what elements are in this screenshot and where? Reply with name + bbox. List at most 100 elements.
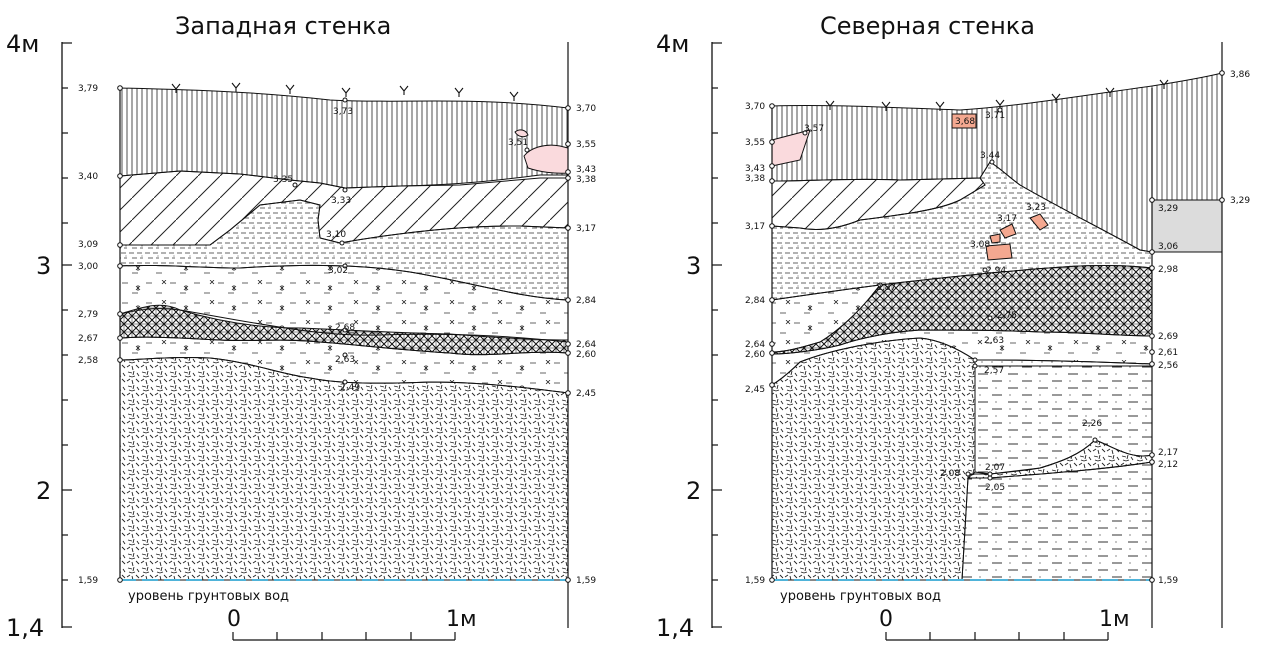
north-inner-elev-3: 3,44 <box>980 151 1000 161</box>
north-right-elev-4: 2,98 <box>1158 265 1178 275</box>
west-scale-zero: 0 <box>227 607 241 632</box>
north-find-368 <box>951 113 977 129</box>
north-left-elev-7: 2,60 <box>745 350 765 360</box>
north-axis-label-4m: 4м <box>656 30 689 58</box>
west-inner-elevations: 3,73 3,51 3,35 3,33 3,10 3,02 2,68 2,63 … <box>273 107 528 393</box>
north-right-elev-1: 3,29 <box>1230 196 1250 206</box>
north-axis-label-14: 1,4 <box>656 614 694 642</box>
west-inner-elev-6: 2,68 <box>335 323 355 333</box>
north-inner-elev-15: 2,05 <box>985 483 1005 493</box>
north-left-elev-0: 3,70 <box>745 102 765 112</box>
north-right-elev-3: 3,06 <box>1158 242 1178 252</box>
west-inner-elev-1: 3,51 <box>508 138 528 148</box>
west-inner-elev-8: 2,49 <box>340 383 360 393</box>
north-right-elev-10: 1,59 <box>1158 576 1178 586</box>
north-groundwater-label: уровень грунтовых вод <box>780 589 941 604</box>
north-scale-bar: 0 1м <box>879 607 1130 641</box>
west-point-markers <box>117 85 571 583</box>
west-inner-elev-5: 3,02 <box>328 266 348 276</box>
west-panel: 4м 3 2 1,4 Западная стенка <box>6 12 596 642</box>
north-inner-elev-2: 3,71 <box>985 111 1005 121</box>
north-title: Северная стенка <box>820 12 1035 40</box>
west-scale-bar: 0 1м <box>227 607 477 641</box>
north-axis-ticks <box>712 42 722 628</box>
west-grass-marks <box>171 82 519 101</box>
north-left-elevations: 3,70 3,55 3,43 3,38 3,17 2,84 2,64 2,60 … <box>745 102 765 586</box>
north-inner-elev-6: 3,08 <box>970 240 990 250</box>
north-left-elev-9: 1,59 <box>745 576 765 586</box>
west-right-elev-7: 2,60 <box>576 350 596 360</box>
west-scale-one: 1м <box>446 607 477 632</box>
north-inner-elev-11: 2,57 <box>984 366 1004 376</box>
west-axis-label-2: 2 <box>36 477 51 505</box>
north-axis-label-3: 3 <box>686 252 701 280</box>
north-inner-elev-10: 2,63 <box>984 336 1004 346</box>
north-left-elev-5: 2,84 <box>745 296 765 306</box>
north-right-elevations: 3,86 3,29 3,29 3,06 2,98 2,69 2,61 2,56 … <box>1158 70 1250 586</box>
west-axis-ticks <box>62 42 72 628</box>
west-right-elevations: 3,70 3,55 3,43 3,38 3,17 2,84 2,64 2,60 … <box>576 104 596 586</box>
west-inner-elev-2: 3,35 <box>273 175 293 185</box>
north-scale-one: 1м <box>1099 607 1130 632</box>
north-panel: 4м 3 2 1,4 Северная стенка <box>656 12 1250 642</box>
north-axis-label-2: 2 <box>686 477 701 505</box>
west-left-elev-5: 2,67 <box>78 334 98 344</box>
north-right-elev-2: 3,29 <box>1158 204 1178 214</box>
west-axis-label-3: 3 <box>36 252 51 280</box>
west-groundwater-label: уровень грунтовых вод <box>128 589 289 604</box>
north-inner-elev-4: 3,23 <box>1026 203 1046 213</box>
north-scale-zero: 0 <box>879 607 893 632</box>
north-inner-elev-7: 2,94 <box>986 266 1006 276</box>
north-inner-elev-0: 3,57 <box>804 124 824 134</box>
north-find-308 <box>985 243 1013 261</box>
west-left-elev-0: 3,79 <box>78 84 98 94</box>
west-right-elev-0: 3,70 <box>576 104 596 114</box>
west-right-elev-1: 3,55 <box>576 140 596 150</box>
north-left-elev-2: 3,43 <box>745 164 765 174</box>
west-right-elev-6: 2,64 <box>576 340 596 350</box>
west-left-elev-7: 1,59 <box>78 576 98 586</box>
west-inner-elev-4: 3,10 <box>326 230 346 240</box>
west-axis-label-14: 1,4 <box>6 614 44 642</box>
west-axis-label-4m: 4м <box>6 30 39 58</box>
west-left-elev-1: 3,40 <box>78 172 98 182</box>
north-inner-elevations: 3,57 3,68 3,71 3,44 3,23 3,17 3,08 2,94 … <box>804 111 1102 493</box>
north-right-elev-6: 2,61 <box>1158 348 1178 358</box>
west-left-elev-3: 3,00 <box>78 262 98 272</box>
north-left-elev-6: 2,64 <box>745 340 765 350</box>
west-right-elev-5: 2,84 <box>576 296 596 306</box>
north-inner-elev-14: 2,07 <box>985 463 1005 473</box>
north-inner-elev-1: 3,68 <box>955 117 975 127</box>
north-inner-elev-12: 2,26 <box>1082 419 1102 429</box>
west-left-elev-2: 3,09 <box>78 240 98 250</box>
north-gray-block <box>1151 199 1223 253</box>
west-right-elev-4: 3,17 <box>576 224 596 234</box>
north-layer-gravel <box>771 337 976 581</box>
north-right-elev-0: 3,86 <box>1230 70 1250 80</box>
west-left-elev-4: 2,79 <box>78 310 98 320</box>
north-right-elev-5: 2,69 <box>1158 332 1178 342</box>
west-inner-elev-0: 3,73 <box>333 107 353 117</box>
west-layer-gravel <box>119 356 569 581</box>
west-title: Западная стенка <box>175 12 391 40</box>
north-left-elev-3: 3,38 <box>745 174 765 184</box>
north-right-elev-8: 2,17 <box>1158 448 1178 458</box>
north-inner-elev-8: 2,87 <box>876 283 896 293</box>
north-find-small <box>989 233 1001 244</box>
north-right-elev-7: 2,56 <box>1158 361 1178 371</box>
west-right-elev-3: 3,38 <box>576 175 596 185</box>
north-find-317 <box>999 223 1017 239</box>
west-right-elev-2: 3,43 <box>576 165 596 175</box>
north-left-elev-1: 3,55 <box>745 138 765 148</box>
north-left-elev-8: 2,45 <box>745 385 765 395</box>
north-inner-elev-9: 2,75 <box>997 311 1017 321</box>
north-right-elev-9: 2,12 <box>1158 460 1178 470</box>
west-inner-elev-7: 2,63 <box>335 355 355 365</box>
north-find-323 <box>1029 213 1049 231</box>
west-right-elev-8: 2,45 <box>576 389 596 399</box>
west-small-stone <box>514 129 529 138</box>
north-point-markers <box>769 70 1225 583</box>
north-left-elev-4: 3,17 <box>745 222 765 232</box>
